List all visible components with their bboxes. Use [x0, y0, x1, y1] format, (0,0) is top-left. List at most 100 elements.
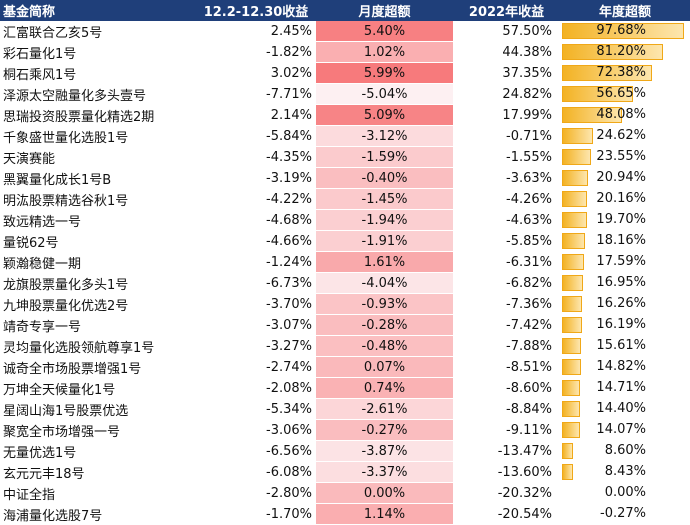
- fund-name-cell: 思瑞投资股票量化精选2期: [0, 104, 196, 126]
- annual-excess-value: 24.62%: [596, 128, 646, 143]
- monthly-excess-cell: 1.61%: [316, 251, 453, 273]
- fund-name-cell: 天演赛能: [0, 146, 196, 168]
- table-row: 千象盛世量化选股1号 -5.84% -3.12% -0.71% 24.62%: [0, 125, 690, 147]
- annual-excess-cell: 24.62%: [560, 125, 690, 147]
- monthly-excess-cell: -3.37%: [316, 461, 453, 483]
- annual-excess-bar: [562, 443, 573, 459]
- period-return-cell: -4.22%: [196, 188, 316, 210]
- fund-name-cell: 黑翼量化成长1号B: [0, 167, 196, 189]
- annual-excess-cell: 14.71%: [560, 377, 690, 399]
- annual-excess-cell: 20.94%: [560, 167, 690, 189]
- fund-name-cell: 泽源太空融量化多头壹号: [0, 83, 196, 105]
- annual-excess-cell: 20.16%: [560, 188, 690, 210]
- annual-excess-bar: [562, 380, 580, 396]
- return-2022-cell: -13.60%: [453, 461, 560, 483]
- annual-excess-bar: [562, 86, 633, 102]
- annual-excess-bar: [562, 212, 587, 228]
- period-return-cell: -3.70%: [196, 293, 316, 315]
- table-row: 聚宽全市场增强一号 -3.06% -0.27% -9.11% 14.07%: [0, 419, 690, 441]
- annual-excess-cell: -0.27%: [560, 503, 690, 525]
- period-return-cell: -2.08%: [196, 377, 316, 399]
- fund-name-cell: 万坤全天候量化1号: [0, 377, 196, 399]
- monthly-excess-cell: -1.91%: [316, 230, 453, 252]
- fund-name-cell: 无量优选1号: [0, 440, 196, 462]
- annual-excess-value: 14.82%: [596, 359, 646, 374]
- return-2022-cell: -4.26%: [453, 188, 560, 210]
- monthly-excess-cell: -0.93%: [316, 293, 453, 315]
- monthly-excess-cell: -3.12%: [316, 125, 453, 147]
- annual-excess-value: 14.07%: [596, 422, 646, 437]
- return-2022-cell: 44.38%: [453, 41, 560, 63]
- fund-name-cell: 灵均量化选股领航尊享1号: [0, 335, 196, 357]
- monthly-excess-cell: 0.00%: [316, 482, 453, 504]
- annual-excess-bar: [562, 23, 684, 39]
- monthly-excess-cell: -5.04%: [316, 83, 453, 105]
- annual-excess-value: 20.94%: [596, 170, 646, 185]
- header-monthly-excess: 月度超额: [316, 0, 453, 21]
- annual-excess-value: 15.61%: [596, 338, 646, 353]
- monthly-excess-cell: -0.28%: [316, 314, 453, 336]
- table-row: 龙旗股票量化多头1号 -6.73% -4.04% -6.82% 16.95%: [0, 272, 690, 294]
- annual-excess-cell: 16.19%: [560, 314, 690, 336]
- annual-excess-value: 14.40%: [596, 401, 646, 416]
- annual-excess-value: -0.27%: [600, 506, 646, 521]
- fund-name-cell: 汇富联合乙亥5号: [0, 21, 196, 42]
- period-return-cell: -6.73%: [196, 272, 316, 294]
- annual-excess-bar: [562, 422, 580, 438]
- fund-name-cell: 量锐62号: [0, 230, 196, 252]
- return-2022-cell: -20.54%: [453, 503, 560, 525]
- table-row: 玄元元丰18号 -6.08% -3.37% -13.60% 8.43%: [0, 461, 690, 483]
- annual-excess-bar: [562, 191, 587, 207]
- annual-excess-value: 81.20%: [596, 44, 646, 59]
- annual-excess-cell: 8.43%: [560, 461, 690, 483]
- annual-excess-cell: 14.82%: [560, 356, 690, 378]
- table-row: 彩石量化1号 -1.82% 1.02% 44.38% 81.20%: [0, 41, 690, 63]
- annual-excess-bar: [562, 275, 583, 291]
- return-2022-cell: -1.55%: [453, 146, 560, 168]
- annual-excess-cell: 0.00%: [560, 482, 690, 504]
- table-row: 星阔山海1号股票优选 -5.34% -2.61% -8.84% 14.40%: [0, 398, 690, 420]
- return-2022-cell: -3.63%: [453, 167, 560, 189]
- annual-excess-bar: [562, 170, 588, 186]
- return-2022-cell: -6.31%: [453, 251, 560, 273]
- table-row: 天演赛能 -4.35% -1.59% -1.55% 23.55%: [0, 146, 690, 168]
- annual-excess-value: 0.00%: [604, 485, 646, 500]
- return-2022-cell: -7.42%: [453, 314, 560, 336]
- period-return-cell: -6.08%: [196, 461, 316, 483]
- fund-name-cell: 彩石量化1号: [0, 41, 196, 63]
- table-row: 黑翼量化成长1号B -3.19% -0.40% -3.63% 20.94%: [0, 167, 690, 189]
- annual-excess-value: 56.65%: [596, 86, 646, 101]
- return-2022-cell: -6.82%: [453, 272, 560, 294]
- annual-excess-cell: 56.65%: [560, 83, 690, 105]
- fund-name-cell: 九坤股票量化优选2号: [0, 293, 196, 315]
- annual-excess-cell: 18.16%: [560, 230, 690, 252]
- table-row: 九坤股票量化优选2号 -3.70% -0.93% -7.36% 16.26%: [0, 293, 690, 315]
- annual-excess-cell: 14.07%: [560, 419, 690, 441]
- monthly-excess-cell: 5.09%: [316, 104, 453, 126]
- annual-excess-cell: 15.61%: [560, 335, 690, 357]
- period-return-cell: -3.07%: [196, 314, 316, 336]
- monthly-excess-cell: 5.40%: [316, 21, 453, 42]
- period-return-cell: 2.45%: [196, 21, 316, 42]
- monthly-excess-cell: 1.14%: [316, 503, 453, 525]
- annual-excess-cell: 14.40%: [560, 398, 690, 420]
- annual-excess-cell: 16.95%: [560, 272, 690, 294]
- fund-name-cell: 诚奇全市场股票增强1号: [0, 356, 196, 378]
- annual-excess-value: 20.16%: [596, 191, 646, 206]
- table-row: 明汯股票精选谷秋1号 -4.22% -1.45% -4.26% 20.16%: [0, 188, 690, 210]
- annual-excess-value: 18.16%: [596, 233, 646, 248]
- annual-excess-bar: [562, 107, 622, 123]
- fund-name-cell: 明汯股票精选谷秋1号: [0, 188, 196, 210]
- return-2022-cell: -5.85%: [453, 230, 560, 252]
- table-row: 量锐62号 -4.66% -1.91% -5.85% 18.16%: [0, 230, 690, 252]
- period-return-cell: -5.34%: [196, 398, 316, 420]
- period-return-cell: -3.19%: [196, 167, 316, 189]
- table-row: 致远精选一号 -4.68% -1.94% -4.63% 19.70%: [0, 209, 690, 231]
- annual-excess-value: 8.43%: [604, 464, 646, 479]
- fund-name-cell: 颖瀚稳健一期: [0, 251, 196, 273]
- return-2022-cell: -4.63%: [453, 209, 560, 231]
- annual-excess-cell: 16.26%: [560, 293, 690, 315]
- annual-excess-cell: 72.38%: [560, 62, 690, 84]
- table-row: 诚奇全市场股票增强1号 -2.74% 0.07% -8.51% 14.82%: [0, 356, 690, 378]
- table-row: 汇富联合乙亥5号 2.45% 5.40% 57.50% 97.68%: [0, 21, 690, 42]
